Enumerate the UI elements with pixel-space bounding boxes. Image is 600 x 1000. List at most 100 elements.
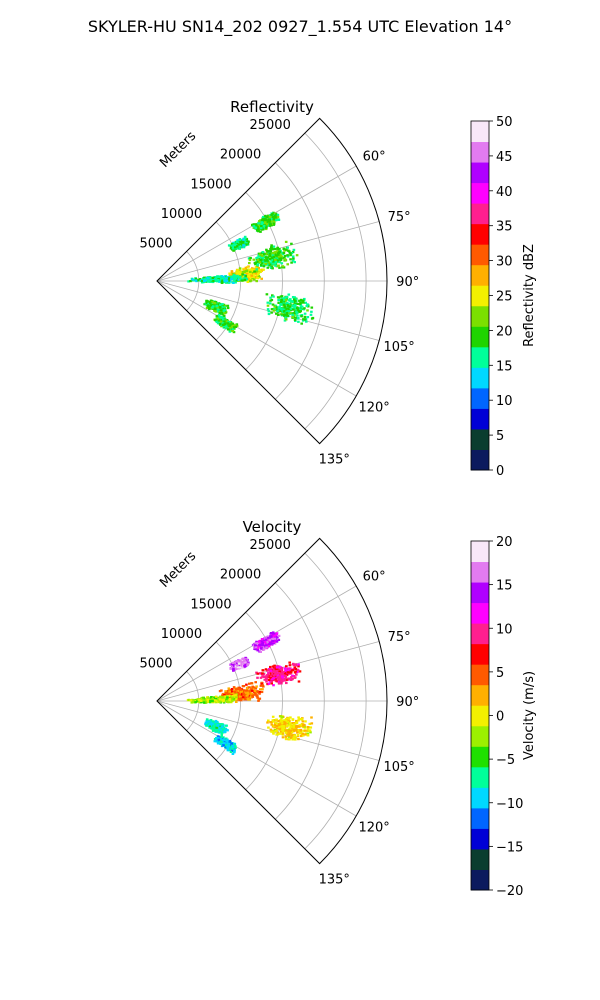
echo-region — [247, 240, 299, 273]
colorbar-label: Velocity (m/s) — [522, 671, 537, 760]
azimuth-tick-label: 120° — [358, 820, 389, 835]
colorbar-segment — [471, 285, 489, 307]
reflectivity-panel: Reflectivity 5000 10000 15000 20000 25000 60… — [139, 98, 537, 479]
colorbar-tick-label: 20 — [496, 324, 513, 339]
colorbar-tick-label: 10 — [496, 622, 513, 637]
echo-region — [229, 656, 250, 672]
colorbar-segment — [471, 623, 489, 645]
colorbar-segment — [471, 121, 489, 143]
echo-region — [203, 299, 230, 318]
echo-region — [187, 273, 249, 284]
colorbar-segment — [471, 705, 489, 727]
range-tick-label: 25000 — [249, 118, 290, 133]
range-tick-label: 15000 — [190, 177, 231, 192]
colorbar-segment — [471, 541, 489, 563]
azimuth-tick-label: 60° — [363, 570, 386, 585]
colorbar-segment — [471, 725, 489, 747]
range-tick-label: 20000 — [220, 148, 261, 163]
range-tick-label: 20000 — [220, 568, 261, 583]
velocity-panel: Velocity 5000 10000 15000 20000 25000 60° 75°… — [139, 518, 537, 899]
colorbar-segment — [471, 408, 489, 430]
sector-outline — [156, 537, 388, 865]
colorbar-segment — [471, 746, 489, 768]
azimuth-tick-label: 105° — [383, 340, 414, 355]
colorbar: 0 5 10 15 20 25 30 35 40 45 50 Reflectivity dBZ — [470, 115, 537, 479]
echo-layer — [186, 631, 314, 755]
azimuth-spoke — [156, 280, 357, 397]
azimuth-tick-label: 135° — [319, 452, 350, 467]
echo-layer — [187, 211, 315, 334]
colorbar-tick-label: 30 — [496, 255, 513, 270]
echo-region — [204, 718, 229, 736]
azimuth-tick-labels: 60° 75° 90° 105° 120° 135° — [319, 570, 420, 888]
range-tick-label: 5000 — [139, 236, 172, 251]
colorbar-tick-label: −20 — [496, 884, 523, 899]
azimuth-tick-label: 75° — [388, 210, 411, 225]
colorbar-label: Reflectivity dBZ — [522, 244, 537, 347]
colorbar-tick-label: 0 — [496, 464, 504, 479]
colorbar-segment — [471, 869, 489, 891]
echo-region — [265, 293, 315, 325]
echo-region — [213, 314, 239, 334]
colorbar-tick-label: −15 — [496, 840, 523, 855]
range-tick-label: 5000 — [139, 656, 172, 671]
range-tick-label: 25000 — [249, 538, 290, 553]
colorbar-segment — [471, 326, 489, 348]
colorbar-segment — [471, 643, 489, 665]
colorbar-segment — [471, 787, 489, 809]
range-tick-label: 10000 — [161, 627, 202, 642]
radial-axis-label: Meters — [157, 549, 199, 591]
panel-title: Velocity — [243, 518, 302, 536]
colorbar: −20 −15 −10 −5 0 5 10 15 20 Velocity (m/s) — [470, 535, 537, 899]
azimuth-tick-label: 105° — [383, 760, 414, 775]
colorbar-segment — [471, 582, 489, 604]
echo-region — [227, 235, 250, 252]
echo-region — [251, 631, 281, 653]
sector-frame — [156, 537, 388, 865]
colorbar-segment — [471, 449, 489, 471]
colorbar-segment — [471, 684, 489, 706]
azimuth-tick-label: 75° — [388, 630, 411, 645]
colorbar-segment — [471, 766, 489, 788]
range-tick-labels: 5000 10000 15000 20000 25000 — [139, 538, 290, 671]
colorbar-tick-label: 50 — [496, 115, 513, 130]
range-tick-label: 15000 — [190, 597, 231, 612]
colorbar-segment — [471, 664, 489, 686]
colorbar-segment — [471, 346, 489, 368]
colorbar-segment — [471, 244, 489, 266]
panel-title: Reflectivity — [230, 98, 314, 116]
colorbar-segment — [471, 561, 489, 583]
colorbar-tick-label: −5 — [496, 753, 515, 768]
colorbar-segment — [471, 602, 489, 624]
colorbar-tick-label: 45 — [496, 150, 513, 165]
colorbar-tick-label: 10 — [496, 394, 513, 409]
colorbar-segment — [471, 367, 489, 389]
colorbar-segment — [471, 203, 489, 225]
colorbar-segment — [471, 223, 489, 245]
azimuth-tick-label: 135° — [319, 872, 350, 887]
azimuth-tick-label: 90° — [396, 275, 419, 290]
colorbar-tick-label: −10 — [496, 797, 523, 812]
colorbar-segment — [471, 162, 489, 184]
colorbar-segment — [471, 848, 489, 870]
azimuth-tick-label: 90° — [396, 695, 419, 710]
figure-title: SKYLER-HU SN14_202 0927_1.554 UTC Elevat… — [88, 17, 512, 37]
sector-outline — [156, 117, 388, 445]
range-tick-label: 10000 — [161, 207, 202, 222]
colorbar-tick-label: 15 — [496, 579, 513, 594]
echo-region — [213, 735, 237, 755]
colorbar-tick-label: 5 — [496, 429, 504, 444]
colorbar-segment — [471, 828, 489, 850]
sector-frame — [156, 117, 388, 445]
azimuth-tick-label: 60° — [363, 150, 386, 165]
range-tick-labels: 5000 10000 15000 20000 25000 — [139, 118, 290, 251]
colorbar-tick-label: 5 — [496, 666, 504, 681]
colorbar-segment — [471, 264, 489, 286]
colorbar-tick-label: 35 — [496, 220, 513, 235]
colorbar-tick-label: 20 — [496, 535, 513, 550]
echo-region — [255, 661, 302, 687]
colorbar-tick-label: 40 — [496, 185, 513, 200]
radial-axis-label: Meters — [157, 129, 199, 171]
azimuth-tick-label: 120° — [358, 400, 389, 415]
